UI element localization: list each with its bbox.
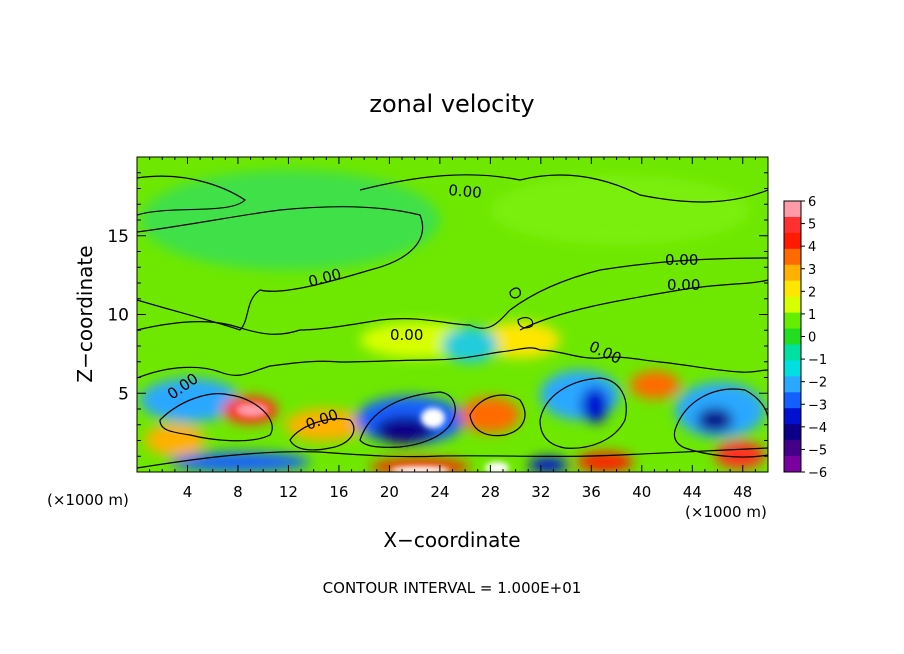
- colorbar-label: 1: [808, 308, 816, 323]
- contour-label: 0.00: [448, 181, 483, 202]
- colorbar-label: −3: [808, 398, 827, 413]
- x-tick-label: 4: [183, 483, 193, 501]
- x-tick-label: 32: [531, 483, 550, 501]
- y-tick-label: 5: [118, 384, 129, 404]
- x-tick-label: 24: [430, 483, 449, 501]
- colorbar-swatch: [784, 232, 801, 250]
- colorbar-label: 6: [808, 195, 816, 210]
- colorbar-swatch: [784, 440, 801, 457]
- x-tick-label: 16: [329, 483, 348, 501]
- x-tick-label: 8: [233, 483, 243, 501]
- colorbar-label: 5: [808, 218, 816, 233]
- colorbar-label: 2: [808, 285, 816, 300]
- x-units-right: (×1000 m): [685, 503, 767, 521]
- colorbar-label: −6: [808, 466, 827, 481]
- y-axis-label: Z−coordinate: [73, 245, 97, 382]
- y-tick-label: 15: [107, 227, 129, 247]
- x-tick-label: 12: [279, 483, 298, 501]
- contour-label: 0.00: [665, 251, 698, 269]
- colorbar-label: −5: [808, 443, 827, 458]
- colorbar-label: 3: [808, 263, 816, 278]
- colorbar-label: −1: [808, 353, 827, 368]
- colorbar-label: 4: [808, 240, 816, 255]
- contour-lines: [137, 174, 768, 469]
- y-axis: 5 10 15: [107, 172, 768, 457]
- colorbar-label: 0: [808, 331, 816, 346]
- x-tick-label: 44: [683, 483, 702, 501]
- x-tick-label: 48: [733, 483, 752, 501]
- x-tick-label: 20: [380, 483, 399, 501]
- colorbar-swatch: [784, 312, 801, 330]
- x-axis: 4 8 12 16 20 24 28 32 36 40 44 48: [149, 157, 756, 501]
- colorbar-swatch: [784, 456, 801, 473]
- contour-interval-note: CONTOUR INTERVAL = 1.000E+01: [323, 579, 582, 597]
- colorbar-swatch: [784, 360, 801, 377]
- colorbar-swatch: [784, 376, 801, 393]
- field-blobs: [140, 170, 765, 472]
- colorbar-swatch: [784, 216, 801, 234]
- colorbar: 6 5 4 3 2 1 0 −1 −2 −3 −4 −5 −6: [783, 195, 827, 481]
- chart-title: zonal velocity: [369, 90, 534, 118]
- x-units-left: (×1000 m): [47, 491, 129, 509]
- colorbar-label: −2: [808, 376, 827, 391]
- x-tick-label: 28: [481, 483, 500, 501]
- colorbar-swatch: [784, 201, 801, 218]
- colorbar-swatch: [784, 280, 801, 298]
- x-tick-label: 40: [632, 483, 651, 501]
- contour-label: 0.00: [390, 326, 423, 344]
- colorbar-swatch: [784, 392, 801, 409]
- colorbar-swatch: [784, 248, 801, 266]
- colorbar-swatch: [784, 328, 801, 345]
- colorbar-label: −4: [808, 421, 827, 436]
- contour-label: 0.00: [667, 276, 700, 294]
- plot-area: 0.00 0.00 0.00 0.00 0.00 0.00 0.00 0.00: [137, 157, 768, 472]
- colorbar-swatch: [784, 264, 801, 282]
- y-tick-label: 10: [107, 306, 129, 326]
- colorbar-swatch: [784, 344, 801, 361]
- colorbar-swatch: [784, 408, 801, 425]
- colorbar-swatch: [784, 424, 801, 441]
- x-axis-label: X−coordinate: [383, 528, 520, 552]
- x-tick-label: 36: [582, 483, 601, 501]
- colorbar-swatch: [784, 296, 801, 314]
